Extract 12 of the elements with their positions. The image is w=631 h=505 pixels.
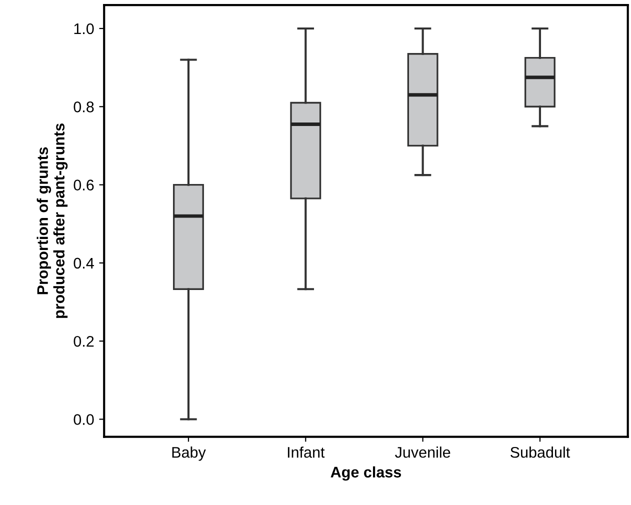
- y-tick-label: 0.0: [74, 414, 94, 425]
- y-tick-label: 0.2: [74, 336, 94, 347]
- x-axis-title: Age class: [330, 466, 402, 481]
- x-tick-label: Juvenile: [395, 446, 450, 458]
- y-tick-label: 0.4: [74, 258, 94, 269]
- y-tick-label: 0.6: [74, 180, 94, 190]
- x-tick-label: Infant: [288, 446, 325, 458]
- y-axis-title: Proportion of grunts produced after pant-grunts: [36, 124, 68, 318]
- y-tick-label: 0.8: [74, 102, 94, 112]
- x-tick-label: Subadult: [510, 446, 570, 458]
- x-tick-label: Baby: [172, 446, 206, 461]
- y-tick-label: 1.0: [74, 23, 94, 34]
